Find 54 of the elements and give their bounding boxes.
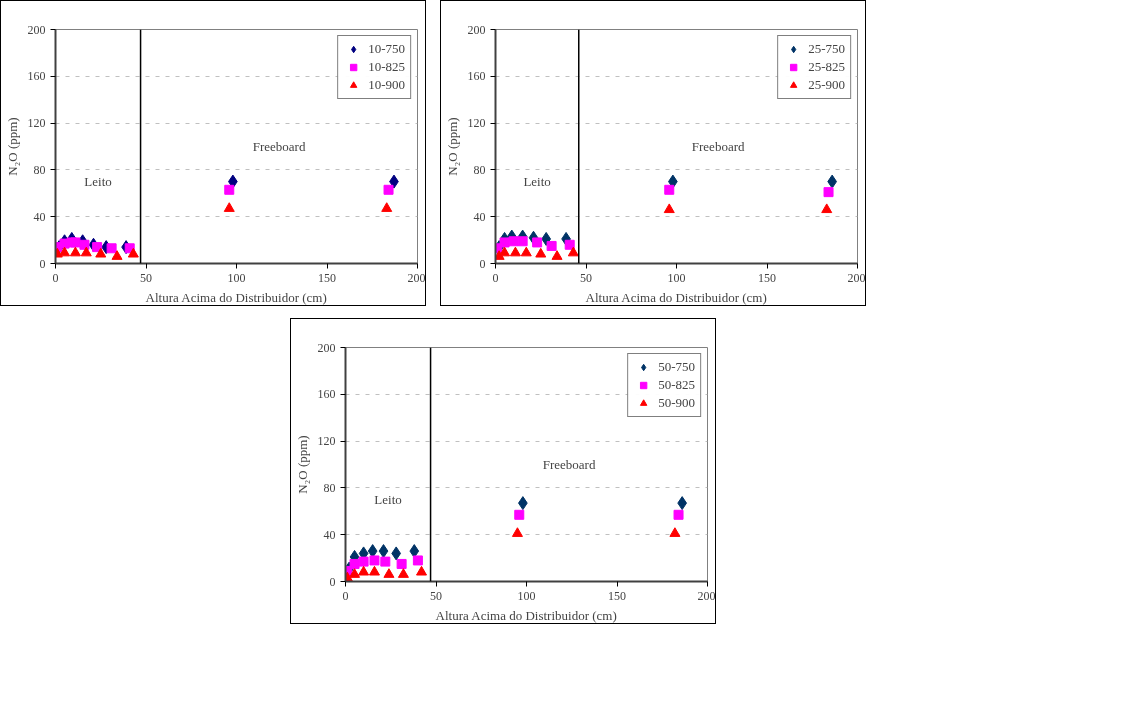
legend-label: 50-900	[658, 395, 695, 411]
y-tick-label: 80	[33, 162, 46, 177]
y-tick-label: 160	[317, 387, 336, 402]
y-tick-label: 80	[473, 162, 486, 177]
legend-label: 10-900	[368, 77, 405, 93]
y-axis-title: N₂O (ppm)	[294, 435, 310, 494]
annotation: Freeboard	[691, 139, 745, 154]
x-axis-title: Altura Acima do Distribuidor (cm)	[585, 289, 767, 305]
y-tick-label: 120	[467, 116, 486, 131]
legend-label: 10-825	[368, 59, 405, 75]
x-tick-label: 200	[407, 270, 426, 285]
y-axis-title: N₂O (ppm)	[444, 117, 460, 176]
x-tick-label: 0	[342, 588, 349, 603]
x-tick-label: 150	[758, 270, 776, 285]
y-tick-label: 0	[39, 256, 46, 271]
y-tick-label: 160	[467, 69, 486, 84]
y-tick-label: 40	[473, 209, 486, 224]
legend-label: 25-900	[808, 77, 845, 93]
y-tick-label: 200	[27, 22, 46, 37]
annotation: Leito	[523, 174, 551, 190]
x-axis-title: Altura Acima do Distribuidor (cm)	[435, 607, 617, 623]
y-tick-label: 0	[479, 256, 486, 271]
annotation: Freeboard	[542, 457, 596, 472]
x-tick-label: 150	[608, 588, 626, 603]
y-tick-label: 120	[317, 434, 336, 449]
x-tick-label: 50	[140, 270, 152, 285]
annotation: Leito	[84, 174, 112, 190]
y-tick-label: 40	[323, 527, 336, 542]
legend-label: 25-750	[808, 41, 845, 57]
x-tick-label: 100	[517, 588, 536, 603]
y-tick-label: 200	[467, 22, 486, 37]
legend-label: 50-825	[658, 377, 695, 393]
x-tick-label: 200	[847, 270, 866, 285]
x-tick-label: 50	[580, 270, 592, 285]
y-tick-label: 80	[323, 480, 336, 495]
legend-label: 10-750	[368, 41, 405, 57]
annotation: Leito	[374, 492, 402, 508]
x-tick-label: 150	[318, 270, 336, 285]
x-tick-label: 0	[52, 270, 59, 285]
x-tick-label: 100	[227, 270, 246, 285]
x-tick-label: 0	[492, 270, 499, 285]
y-tick-label: 0	[329, 574, 336, 589]
x-tick-label: 200	[697, 588, 716, 603]
y-tick-label: 120	[27, 116, 46, 131]
x-tick-label: 100	[667, 270, 686, 285]
y-axis-title: N₂O (ppm)	[4, 117, 20, 176]
x-tick-label: 50	[430, 588, 442, 603]
y-tick-label: 40	[33, 209, 46, 224]
legend-label: 50-750	[658, 359, 695, 375]
y-tick-label: 200	[317, 340, 336, 355]
legend-label: 25-825	[808, 59, 845, 75]
y-tick-label: 160	[27, 69, 46, 84]
annotation: Freeboard	[252, 139, 306, 154]
x-axis-title: Altura Acima do Distribuidor (cm)	[145, 289, 327, 305]
